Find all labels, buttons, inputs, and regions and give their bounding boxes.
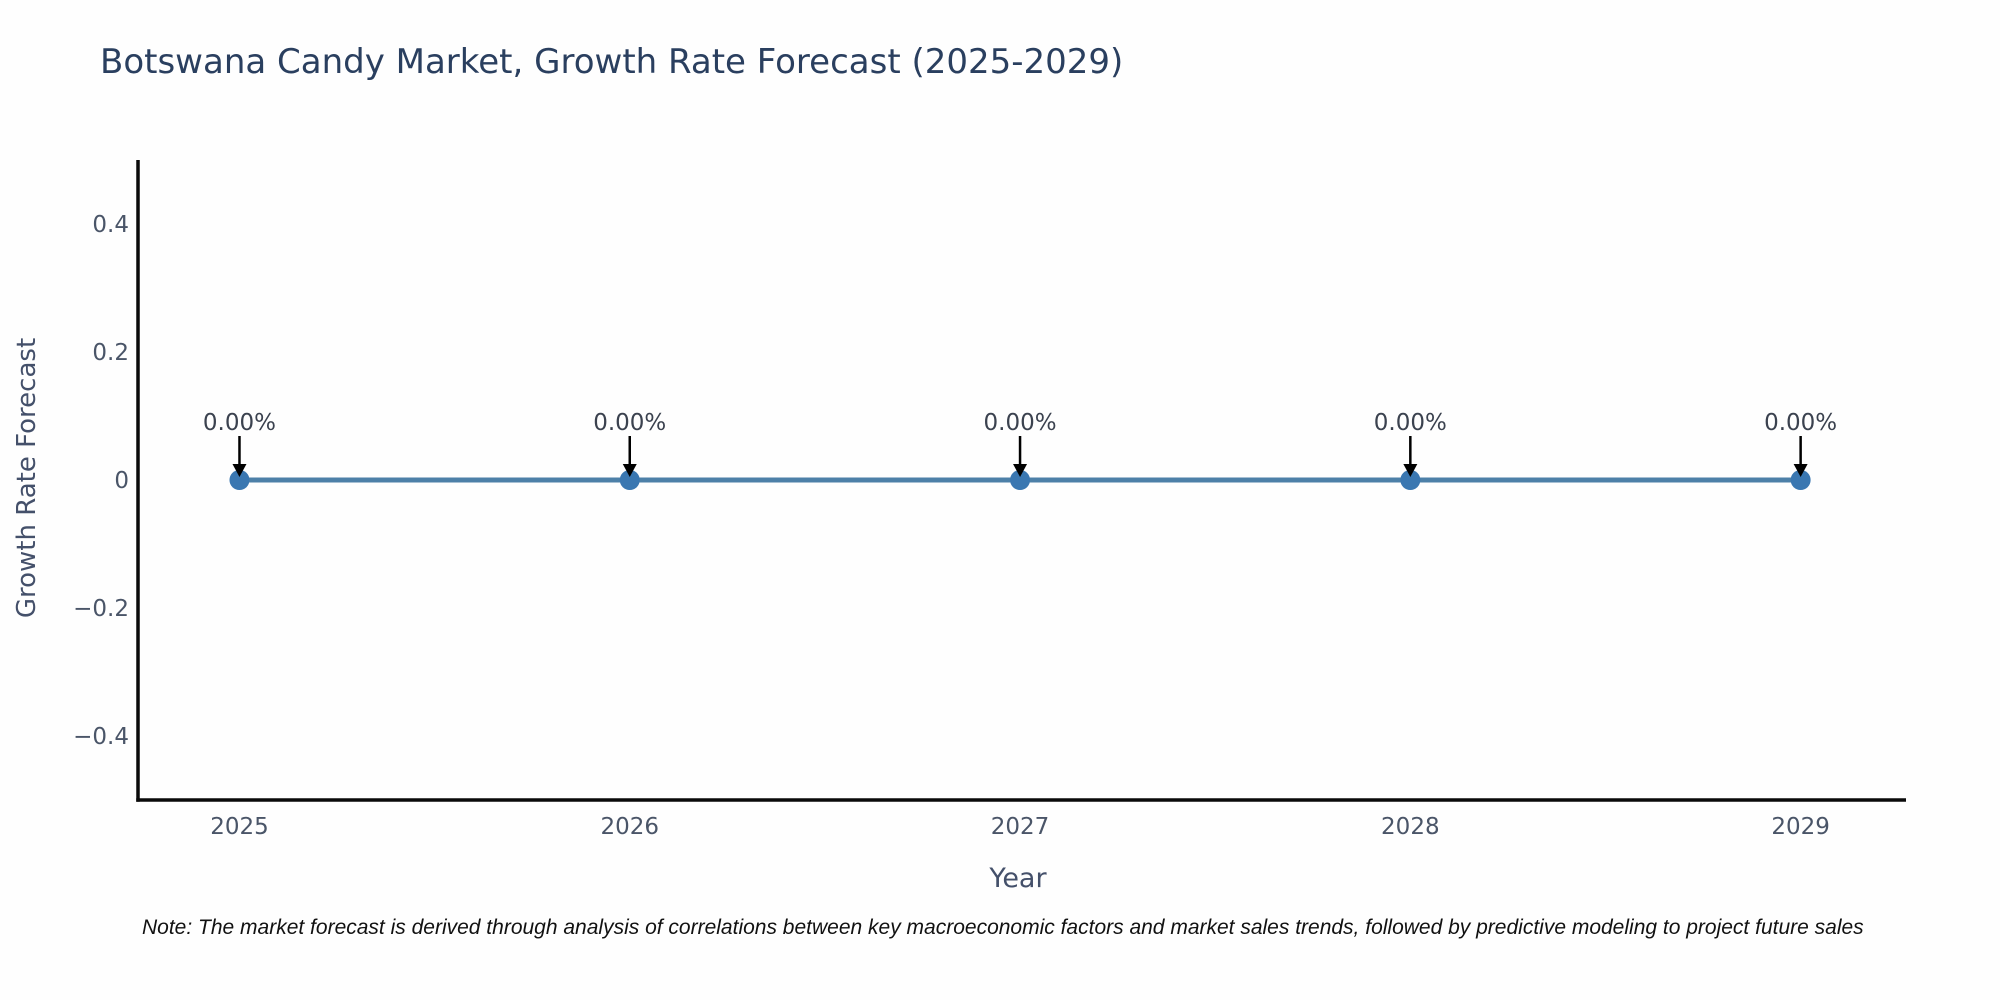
x-tick-label: 2028 [1381,814,1440,840]
point-value-label: 0.00% [203,410,276,436]
y-tick-labels: 0.4 0.2 0 −0.2 −0.4 [73,212,129,750]
y-tick-label: 0.2 [92,340,129,366]
arrow-head-icon [232,464,247,477]
point-annotations: 0.00% 0.00% 0.00% 0.00% 0.00% [203,410,1837,436]
y-tick-label: 0.4 [92,212,129,238]
line-series [229,470,1811,490]
x-tick-labels: 2025 2026 2027 2028 2029 [210,814,1830,840]
point-value-label: 0.00% [1374,410,1447,436]
arrow-head-icon [1793,464,1808,477]
x-tick-label: 2025 [210,814,269,840]
x-tick-label: 2029 [1771,814,1830,840]
x-tick-label: 2027 [991,814,1050,840]
x-axis-title: Year [989,863,1047,894]
data-point-marker[interactable] [229,470,250,490]
data-point-marker[interactable] [1010,470,1031,490]
y-tick-label: −0.4 [73,724,129,750]
arrow-head-icon [1013,464,1028,477]
footnote: Note: The market forecast is derived thr… [142,916,1864,939]
data-point-marker[interactable] [619,470,640,490]
data-point-marker[interactable] [1790,470,1811,490]
point-value-label: 0.00% [593,410,666,436]
x-tick-label: 2026 [600,814,659,840]
axis-spines [136,160,1906,802]
point-value-label: 0.00% [1764,410,1837,436]
arrow-head-icon [622,464,637,477]
y-tick-label: −0.2 [73,596,129,622]
point-value-label: 0.00% [984,410,1057,436]
y-axis-title: Growth Rate Forecast [12,337,42,619]
arrow-head-icon [1403,464,1418,477]
data-point-marker[interactable] [1400,470,1421,490]
y-tick-label: 0 [114,468,129,494]
chart-title: Botswana Candy Market, Growth Rate Forec… [100,42,1124,82]
annotation-arrows [232,436,1808,477]
